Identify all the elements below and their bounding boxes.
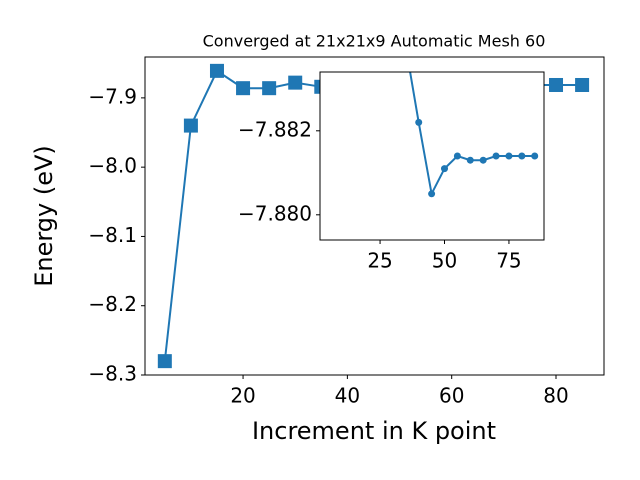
- marker: [428, 190, 436, 198]
- marker: [183, 118, 198, 133]
- marker: [492, 152, 500, 160]
- y-tick-label: −7.9: [88, 84, 137, 108]
- marker: [288, 75, 303, 90]
- y-tick-label: −8.0: [88, 154, 137, 178]
- x-tick-label: 75: [496, 249, 521, 273]
- y-tick-label: −8.1: [88, 223, 137, 247]
- marker: [453, 152, 461, 160]
- y-tick-label: −7.882: [238, 117, 312, 141]
- marker: [505, 152, 513, 160]
- marker: [479, 156, 487, 164]
- marker: [466, 156, 474, 164]
- x-tick-label: 25: [367, 249, 392, 273]
- y-tick-label: −8.2: [88, 292, 137, 316]
- chart-title: Converged at 21x21x9 Automatic Mesh 60: [203, 32, 546, 51]
- y-tick-label: −7.880: [238, 201, 312, 225]
- marker: [157, 354, 172, 369]
- marker: [549, 77, 564, 92]
- marker: [415, 118, 423, 126]
- marker: [209, 63, 224, 78]
- x-tick-label: 40: [335, 384, 360, 408]
- marker: [236, 81, 251, 96]
- y-tick-label: −8.3: [88, 362, 137, 386]
- x-tick-label: 60: [439, 384, 464, 408]
- marker: [518, 152, 526, 160]
- x-tick-label: 20: [230, 384, 255, 408]
- marker: [531, 152, 539, 160]
- plot-area: [409, 72, 539, 198]
- marker: [262, 81, 277, 96]
- marker: [441, 165, 449, 173]
- x-axis-label: Increment in K point: [252, 417, 496, 445]
- x-tick-label: 50: [432, 249, 457, 273]
- axes-frame: [144, 56, 605, 376]
- axes-frame: [319, 71, 545, 241]
- x-tick-label: 80: [543, 384, 568, 408]
- marker: [575, 77, 590, 92]
- y-axis-label: Energy (eV): [30, 145, 58, 287]
